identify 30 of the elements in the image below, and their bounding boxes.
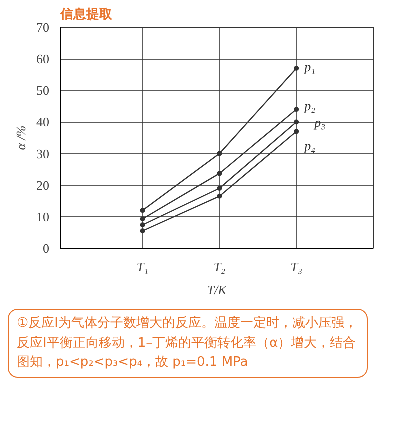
y-tick-label: 40: [36, 114, 50, 130]
y-tick-label: 20: [36, 178, 50, 193]
point: [294, 66, 300, 72]
x-tick-label: T₁: [136, 260, 149, 274]
y-axis-title: α /%: [14, 126, 28, 150]
series-label: p₁: [304, 60, 316, 75]
point: [294, 129, 300, 134]
point: [140, 228, 146, 234]
point: [140, 216, 146, 222]
y-tick-label: 0: [43, 241, 50, 256]
series-label: p₂: [304, 98, 316, 114]
point: [217, 151, 222, 156]
series-label: p₄: [304, 138, 316, 154]
point: [217, 186, 222, 192]
x-tick-label: T₃: [290, 260, 302, 274]
point: [217, 194, 222, 199]
chart-title: 信息提取: [60, 6, 114, 22]
y-tick-label: 60: [36, 52, 50, 67]
x-axis-title: T/K: [207, 282, 228, 298]
x-tick-label: T₂: [214, 260, 226, 274]
y-tick-label: 50: [36, 83, 50, 98]
y-tick-label: 30: [36, 146, 50, 162]
text: ①反应Ⅰ为气体分子数增大的反应。温度一定时，减小压强，反应Ⅰ平衡正向移动，1–丁烯的平衡转化率（α）增大，结合图知，p₁<p₂<p₃<p₄，故 p₁=0.1 MPa: [17, 315, 358, 372]
point: [294, 120, 300, 125]
point: [294, 107, 300, 112]
point: [217, 171, 222, 176]
point: [140, 208, 146, 214]
y-tick-label: 10: [36, 209, 50, 224]
point: [140, 222, 146, 228]
y-tick-label: 70: [36, 20, 50, 35]
